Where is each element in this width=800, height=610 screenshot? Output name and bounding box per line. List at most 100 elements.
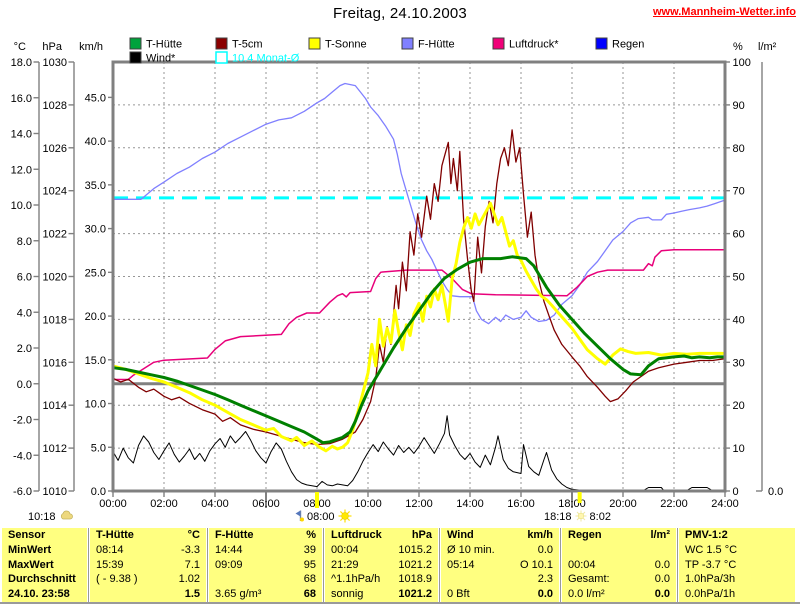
axis-lm2: 0.0 (756, 62, 783, 498)
legend-swatch-wind- (129, 51, 142, 64)
moon-time: 10:18 (28, 511, 56, 523)
axis-percent-tick-label: 20 (733, 400, 745, 412)
axis-kmh-tick-label: 45.0 (85, 92, 106, 104)
legend-label: 10.4 Monat-Ø (232, 53, 300, 65)
series-t-5cm (112, 129, 726, 446)
table-row: 68 (209, 572, 322, 587)
table-cell: 1018.9 (398, 573, 432, 586)
website-link[interactable]: www.Mannheim-Wetter.info (652, 6, 796, 18)
table-row: T-Hütte °C (90, 528, 206, 543)
legend-swatch-t-5cm (215, 37, 228, 50)
table-cell: 14:44 (215, 543, 243, 556)
axis-celsius-tick-label: 14.0 (11, 129, 32, 141)
table-row: MinWert (2, 543, 87, 558)
axis-hpa-tick-label: 1022 (43, 229, 67, 241)
axis-celsius-tick-label: -4.0 (13, 450, 32, 462)
table-row: PMV-1:2 (679, 528, 795, 543)
sensor-summary-table: Sensor MinWert MaxWert Durchschnitt 24.10. 2… (0, 528, 800, 604)
table-row: F-Hütte% (209, 528, 322, 543)
table-cell: 7.1 (184, 558, 200, 571)
table-row: 0.0 l/m² 0.0 (562, 587, 676, 602)
legend-swatch-f-h-tte (401, 37, 414, 50)
table-cell: 0.0 (654, 573, 670, 586)
grid (113, 62, 725, 491)
table-cell: Wind (447, 529, 474, 541)
time-tick-label: 10:00 (354, 498, 382, 510)
table-cell: 00:04 (331, 543, 359, 556)
table-separator (207, 528, 208, 602)
sunrise-marker (315, 492, 319, 508)
table-row: Sensor (2, 528, 87, 543)
table-cell: 1.5 (184, 588, 200, 601)
table-row: Durchschnitt (2, 572, 87, 587)
table-cell: ^1.1hPa/h (331, 573, 381, 586)
sun-icon (338, 509, 352, 526)
table-cell: WC 1.5 °C (685, 543, 738, 556)
page-title: Freitag, 24.10.2003 (333, 5, 467, 22)
table-cell: % (306, 529, 316, 541)
table-group-regen: Regen l/m² 00:04 0.0 Gesamt: 0.0 0.0 l/m² 0.0 (562, 528, 676, 602)
axis-celsius-tick-label: 6.0 (17, 272, 32, 284)
axis-hpa-tick-label: 1012 (43, 443, 67, 455)
weather-chart: 18.0 16.0 14.0 12.0 10.0 8.0 6.0 4.0 2.0 0.0 -2.0 -… (11, 37, 783, 510)
table-row: 14:44 39 (209, 543, 322, 558)
sun-duration: 8:02 (589, 511, 611, 523)
legend-label: T-Hütte (146, 39, 182, 51)
axis-hpa-tick-label: 1030 (43, 57, 67, 69)
table-cell: °C (187, 529, 200, 541)
table-row: Wind km/h (441, 528, 559, 543)
table-cell: 0.0 l/m² (568, 588, 605, 601)
legend-label: F-Hütte (418, 39, 455, 51)
table-group-wind: Wind km/h Ø 10 min. 0.0 05:14 O 10.1 2.3 0 Bft 0… (441, 528, 559, 602)
axis-percent-tick-label: 70 (733, 186, 745, 198)
axis-celsius-tick-label: 4.0 (17, 307, 32, 319)
table-cell: MaxWert (8, 558, 54, 571)
time-tick-label: 06:00 (252, 498, 280, 510)
sun-duration-icon (575, 510, 587, 525)
table-cell: 0 Bft (447, 588, 470, 601)
table-cell: -3.3 (181, 543, 200, 556)
time-tick-label: 00:00 (99, 498, 127, 510)
series-luftdruck (112, 248, 725, 381)
axis-kmh-tick-label: 5.0 (91, 442, 106, 454)
table-cell: O 10.1 (519, 558, 553, 571)
axis-celsius-tick-label: 0.0 (17, 379, 32, 391)
axis-celsius-tick-label: 18.0 (11, 57, 32, 69)
table-cell: 15:39 (96, 558, 124, 571)
table-row: TP -3.7 °C (679, 558, 795, 573)
axis-hpa-tick-label: 1020 (43, 272, 67, 284)
table-row: 0 Bft 0.0 (441, 587, 559, 602)
table-cell: 09:09 (215, 558, 243, 571)
kmh-axis-header: km/h (79, 41, 103, 53)
axis-percent-tick-label: 80 (733, 143, 745, 155)
moon-info: 10:18 (28, 510, 74, 524)
axis-kmh-tick-label: 30.0 (85, 224, 106, 236)
table-cell: 68 (303, 573, 316, 586)
axis-percent-tick-label: 10 (733, 443, 745, 455)
table-row: 0.0hPa/1h (679, 587, 795, 602)
sunset-info: 18:18 8:02 (544, 510, 611, 524)
table-cell: 08:14 (96, 543, 124, 556)
table-cell: F-Hütte (215, 529, 254, 541)
table-cell: 1021.2 (398, 558, 432, 571)
table-cell: Regen (568, 529, 602, 541)
table-cell: Durchschnitt (8, 573, 76, 586)
table-cell: 21:29 (331, 558, 359, 571)
legend-swatch-10-4-monat- (215, 51, 228, 64)
axis-hpa-tick-label: 1026 (43, 143, 67, 155)
axis-time: 00:0002:0004:0006:0008:0010:0012:0014:00… (99, 491, 739, 510)
table-row: sonnig 1021.2 (325, 587, 438, 602)
axis-kmh-tick-label: 40.0 (85, 136, 106, 148)
table-cell: Ø 10 min. (447, 543, 495, 556)
axis-kmh-tick-label: 20.0 (85, 311, 106, 323)
axis-hpa-tick-label: 1028 (43, 100, 67, 112)
table-cell: 1.0hPa/3h (685, 573, 736, 586)
table-row: Luftdruck hPa (325, 528, 438, 543)
table-separator (560, 528, 561, 602)
table-row: 09:09 95 (209, 558, 322, 573)
table-group-pmv-1-2: PMV-1:2 WC 1.5 °C TP -3.7 °C 1.0hPa/3h 0.0hP… (679, 528, 795, 602)
table-row: 15:39 7.1 (90, 558, 206, 573)
legend-swatch-t-h-tte (129, 37, 142, 50)
lm2-axis-header: l/m² (758, 41, 777, 53)
